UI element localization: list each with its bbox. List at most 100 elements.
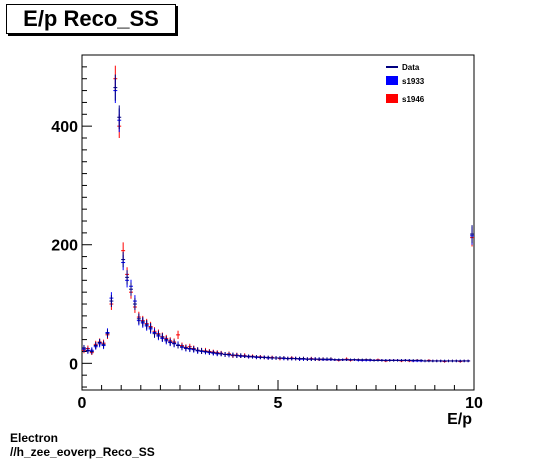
point-data [403,359,408,362]
point-data [262,355,267,360]
point-data [387,359,392,362]
point-data [82,344,86,351]
point-data [121,251,126,268]
legend-label-s1946: s1946 [402,95,425,104]
point-data [164,336,169,344]
point-data [125,270,130,285]
point-data [152,329,157,338]
point-data [434,359,439,363]
point-data [462,359,467,363]
point-data [293,356,298,361]
point-data [376,359,380,362]
point-data [191,346,196,353]
title-box: E/p Reco_SS [6,4,176,34]
point-data [419,359,424,362]
point-data [219,351,224,357]
point-data [180,343,184,350]
point-data [223,352,228,357]
point-data [172,339,177,347]
point-data [136,313,141,325]
point-data [140,317,145,327]
point-data [246,354,251,358]
point-data [234,353,239,358]
point-data [454,359,459,363]
point-data [270,356,275,360]
point-data [274,356,278,360]
legend: Data s1933 s1946 [378,60,466,112]
point-data [285,356,290,361]
point-data [328,357,333,361]
point-data [207,349,212,355]
point-data [238,353,243,358]
point-data [195,347,200,354]
legend-label-s1933: s1933 [402,77,425,86]
point-data [368,358,373,361]
point-data [430,359,435,363]
point-data [85,347,90,354]
point-data [321,357,326,361]
point-data [89,348,94,355]
point-data [301,356,306,361]
x-tick-label: 0 [78,395,87,412]
point-data [411,359,416,362]
point-data [109,295,114,307]
point-data [168,338,173,346]
legend-box [378,60,466,112]
point-data [391,359,396,362]
y-tick-label: 400 [51,119,78,136]
legend-swatch-s1933 [386,76,398,85]
y-tick-label: 0 [69,356,78,373]
x-axis-label: E/p [447,411,472,428]
point-data [426,359,431,363]
point-data [230,352,235,358]
point-data [352,358,357,361]
point-data [148,323,153,333]
y-tick-label: 200 [51,238,78,255]
point-data [438,359,443,363]
point-data [442,359,447,363]
point-data [450,359,455,363]
point-data [203,349,208,354]
point-data [297,356,302,361]
point-data [250,355,255,359]
point-data [132,298,137,310]
point-data [364,358,369,361]
x-tick-label: 10 [465,395,483,412]
point-data [446,359,451,363]
point-data [215,350,220,356]
point-data [332,358,337,361]
point-data [281,356,286,360]
point-data [117,105,122,130]
point-data [356,358,361,361]
point-data [313,357,318,361]
point-s1946 [176,330,180,340]
x-tick-label: 5 [274,395,283,412]
footer-line-2: //h_zee_eoverp_Reco_SS [10,445,155,459]
point-data [176,342,180,349]
point-data [93,341,98,350]
data-points [82,65,474,363]
point-data [372,359,376,362]
point-data [336,358,341,361]
point-data [227,352,231,357]
point-data [340,358,345,361]
point-data [254,355,259,359]
axis-ticks: 0 200 400 0 5 10 [51,66,483,412]
point-data [258,355,263,360]
point-data [309,357,314,361]
point-data [415,359,420,362]
legend-swatch-s1946 [386,94,398,103]
point-data [423,359,427,363]
point-data [399,359,404,362]
point-data [470,225,474,243]
point-data [144,320,149,330]
point-data [305,357,310,361]
point-data [242,354,247,358]
point-data [383,359,388,362]
point-data [289,356,294,361]
legend-label-data: Data [402,63,420,72]
point-data [325,357,329,361]
point-data [395,359,400,362]
point-data [129,282,133,296]
point-data [156,330,161,340]
